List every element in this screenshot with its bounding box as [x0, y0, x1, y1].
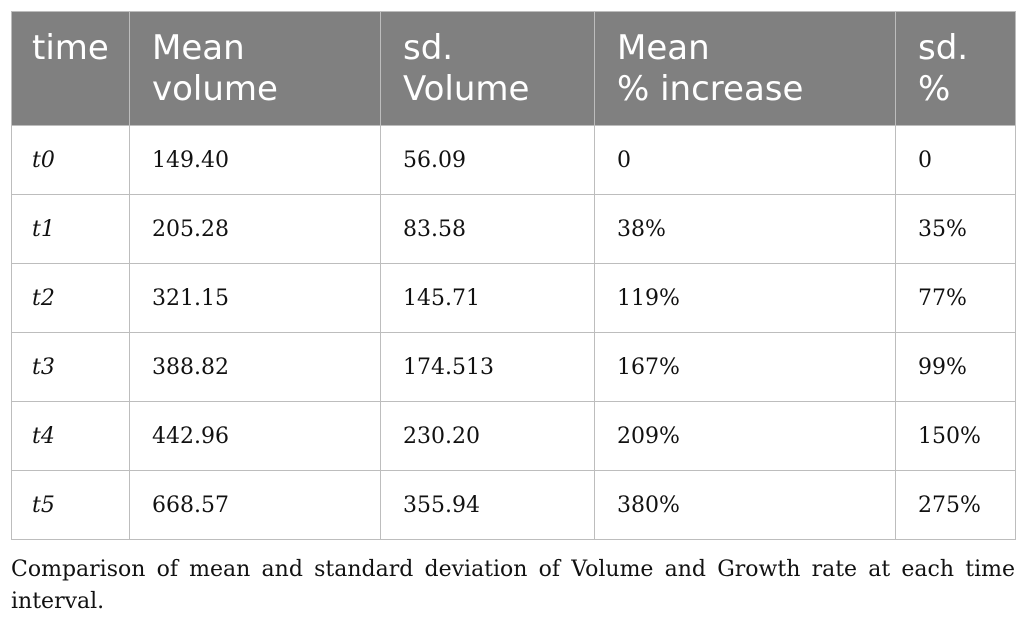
header-sd-percent: sd.%: [895, 11, 1016, 126]
cell-mean-volume: 205.28: [129, 194, 381, 264]
cell-time: t2: [11, 263, 130, 333]
cell-mean-increase: 209%: [594, 401, 896, 471]
table-caption: Comparison of mean and standard deviatio…: [11, 557, 1015, 614]
data-table-container: time Mean volume sd. Volume Mean% increase…: [11, 11, 1016, 540]
header-time: time: [11, 11, 130, 126]
cell-sd-volume: 145.71: [380, 263, 595, 333]
header-time-line1: time: [32, 28, 109, 68]
cell-sd-volume: 83.58: [380, 194, 595, 264]
cell-time: t3: [11, 332, 130, 402]
header-sd-percent-line1: sd.: [918, 28, 969, 68]
header-mean-increase-line2: % increase: [617, 69, 804, 109]
cell-time: t0: [11, 125, 130, 195]
cell-mean-increase: 380%: [594, 470, 896, 540]
table-row: t0 149.40 56.09 0 0: [11, 125, 1016, 195]
cell-mean-increase: 0: [594, 125, 896, 195]
cell-mean-volume: 149.40: [129, 125, 381, 195]
cell-sd-percent: 275%: [895, 470, 1016, 540]
header-sd-volume: sd. Volume: [380, 11, 595, 126]
cell-mean-volume: 442.96: [129, 401, 381, 471]
cell-mean-increase: 167%: [594, 332, 896, 402]
header-sd-volume-line1: sd.: [403, 28, 454, 68]
cell-sd-volume: 174.513: [380, 332, 595, 402]
header-row: time Mean volume sd. Volume Mean% increase…: [11, 11, 1016, 126]
volume-growth-table: time Mean volume sd. Volume Mean% increase…: [11, 11, 1016, 540]
cell-sd-percent: 0: [895, 125, 1016, 195]
table-body: t0 149.40 56.09 0 0 t1 205.28 83.58 38% …: [11, 125, 1016, 540]
cell-sd-percent: 150%: [895, 401, 1016, 471]
header-mean-increase: Mean% increase: [594, 11, 896, 126]
table-header: time Mean volume sd. Volume Mean% increase…: [11, 11, 1016, 126]
table-row: t1 205.28 83.58 38% 35%: [11, 194, 1016, 264]
header-mean-increase-line1: Mean: [617, 28, 710, 68]
header-sd-volume-line2: Volume: [403, 69, 530, 109]
header-mean-volume-line2: volume: [152, 69, 278, 109]
cell-mean-volume: 321.15: [129, 263, 381, 333]
table-row: t4 442.96 230.20 209% 150%: [11, 401, 1016, 471]
table-row: t3 388.82 174.513 167% 99%: [11, 332, 1016, 402]
cell-time: t1: [11, 194, 130, 264]
cell-mean-volume: 668.57: [129, 470, 381, 540]
table-row: t2 321.15 145.71 119% 77%: [11, 263, 1016, 333]
header-mean-volume-line1: Mean: [152, 28, 245, 68]
cell-mean-volume: 388.82: [129, 332, 381, 402]
cell-sd-volume: 56.09: [380, 125, 595, 195]
cell-sd-percent: 99%: [895, 332, 1016, 402]
header-sd-percent-line2: %: [918, 69, 951, 109]
cell-time: t5: [11, 470, 130, 540]
cell-sd-percent: 35%: [895, 194, 1016, 264]
table-row: t5 668.57 355.94 380% 275%: [11, 470, 1016, 540]
cell-sd-volume: 230.20: [380, 401, 595, 471]
cell-sd-percent: 77%: [895, 263, 1016, 333]
cell-mean-increase: 119%: [594, 263, 896, 333]
header-mean-volume: Mean volume: [129, 11, 381, 126]
cell-sd-volume: 355.94: [380, 470, 595, 540]
cell-time: t4: [11, 401, 130, 471]
cell-mean-increase: 38%: [594, 194, 896, 264]
